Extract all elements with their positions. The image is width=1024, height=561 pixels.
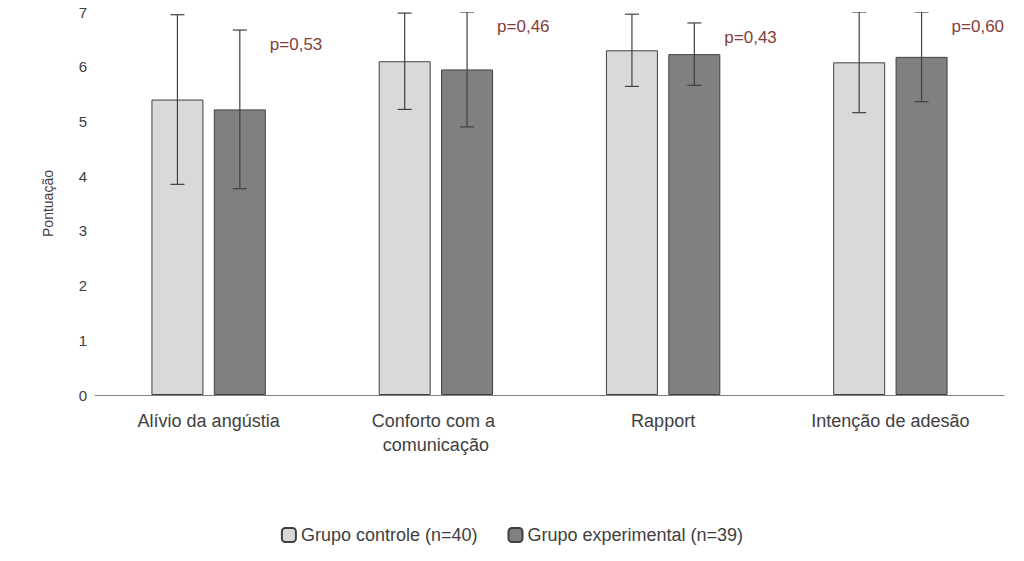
svg-text:p=0,43: p=0,43	[724, 28, 776, 47]
svg-text:3: 3	[79, 222, 87, 239]
svg-text:Rapport: Rapport	[631, 411, 695, 431]
svg-text:p=0,46: p=0,46	[497, 17, 549, 36]
svg-text:Conforto com a: Conforto com a	[372, 411, 500, 431]
svg-text:5: 5	[79, 113, 87, 130]
svg-text:4: 4	[79, 168, 87, 185]
svg-text:comunicação: comunicação	[383, 435, 489, 455]
svg-text:Pontuação: Pontuação	[40, 170, 56, 237]
svg-text:7: 7	[79, 4, 87, 21]
svg-text:6: 6	[79, 58, 87, 75]
svg-text:Grupo experimental (n=39): Grupo experimental (n=39)	[527, 525, 743, 545]
svg-text:0: 0	[79, 387, 87, 404]
svg-text:1: 1	[79, 332, 87, 349]
svg-text:2: 2	[79, 277, 87, 294]
svg-text:Grupo controle (n=40): Grupo controle (n=40)	[301, 525, 478, 545]
svg-text:p=0,60: p=0,60	[952, 17, 1004, 36]
svg-text:Intenção de adesão: Intenção de adesão	[811, 411, 969, 431]
svg-text:Alívio da angústia: Alívio da angústia	[138, 411, 281, 431]
svg-text:p=0,53: p=0,53	[270, 35, 322, 54]
